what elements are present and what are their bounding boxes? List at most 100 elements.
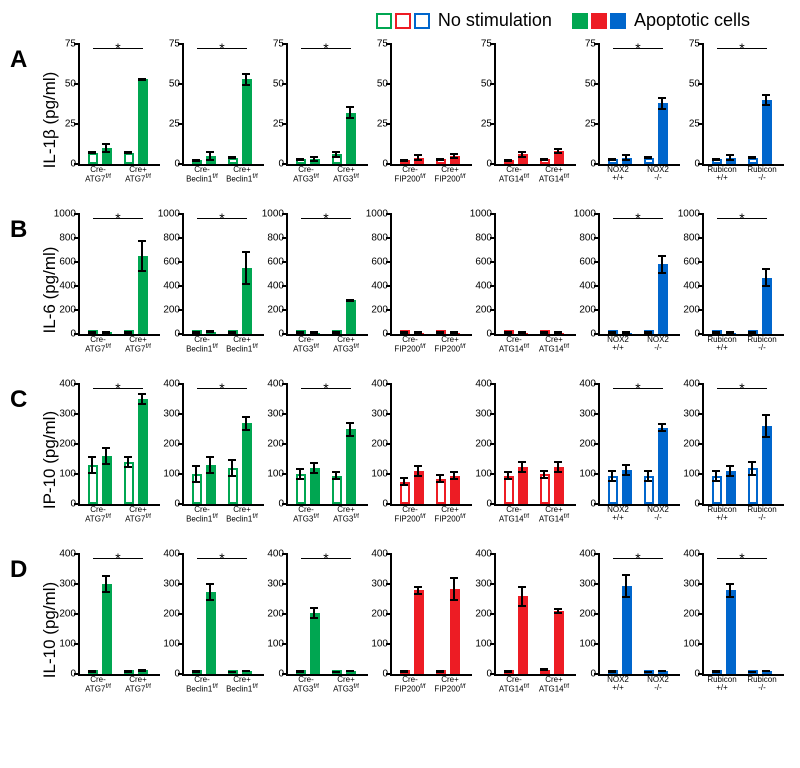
bar [242,79,252,164]
x-labels: Cre-ATG7f/fCre+ATG7f/f [78,506,158,524]
error-bar [453,577,455,601]
error-bar [105,143,107,153]
error-bar [313,156,315,162]
error-bar [765,94,767,107]
significance-star: * [197,380,247,396]
error-bar [557,461,559,473]
error-bar [751,333,753,334]
legend-box-blue-filled [610,13,626,29]
error-bar [729,154,731,160]
x-labels: NOX2+/+NOX2-/- [598,336,678,352]
error-bar [127,670,129,672]
error-bar [661,670,663,672]
significance-star: * [613,380,663,396]
error-bar [349,422,351,437]
x-labels: Cre-ATG7f/fCre+ATG7f/f [78,336,158,354]
error-bar [195,465,197,483]
error-bar [403,333,405,334]
error-bar [439,670,441,672]
bar [540,474,550,504]
x-labels: Rubicon+/+Rubicon-/- [702,506,782,522]
panel: 0100200300400*Cre-ATG3f/fCre+ATG3f/f [268,376,368,544]
bar [346,113,356,164]
x-labels: Cre-ATG14f/fCre+ATG14f/f [494,336,574,354]
error-bar [417,586,419,595]
x-labels: Cre-ATG3f/fCre+ATG3f/f [286,676,366,694]
x-labels: Cre-Beclin1f/fCre+Beclin1f/f [182,676,262,694]
error-bar [403,670,405,672]
error-bar [507,670,509,672]
error-bar [417,465,419,477]
error-bar [335,151,337,157]
error-bar [543,668,545,671]
error-bar [231,332,233,333]
panel: 0100200300400*Rubicon+/+Rubicon-/- [684,376,784,544]
bar [658,264,668,334]
error-bar [417,333,419,334]
error-bar [403,159,405,162]
error-bar [661,423,663,432]
panel: 0100200300400Cre-ATG14f/fCre+ATG14f/f [476,546,576,714]
error-bar [507,471,509,480]
error-bar [245,251,247,285]
bar [138,399,148,504]
error-bar [751,671,753,673]
error-bar [625,332,627,333]
error-bar [209,583,211,601]
legend-box-blue-open [414,13,430,29]
x-labels: Cre-ATG7f/fCre+ATG7f/f [78,166,158,184]
error-bar [403,477,405,486]
panel: 0100200300400*Rubicon+/+Rubicon-/- [684,546,784,714]
x-labels: Cre-ATG14f/fCre+ATG14f/f [494,676,574,694]
y-axis-label: IL-1β (pg/ml) [40,110,60,130]
error-bar [91,332,93,333]
error-bar [105,575,107,593]
error-bar [625,574,627,598]
legend-no-stim: No stimulation [376,10,552,31]
significance-star: * [613,550,663,566]
error-bar [299,468,301,480]
panel: 0100200300400*NOX2+/+NOX2-/- [580,376,680,544]
row-label-C: C [10,376,40,414]
error-bar [141,669,143,672]
error-bar [335,333,337,334]
error-bar [299,333,301,334]
error-bar [647,156,649,159]
legend-no-stim-label: No stimulation [438,10,552,31]
bar [138,256,148,334]
x-labels: Cre-ATG7f/fCre+ATG7f/f [78,676,158,694]
error-bar [765,268,767,287]
error-bar [209,456,211,474]
legend: No stimulation Apoptotic cells [10,10,790,31]
significance-star: * [301,40,351,56]
panel: 0255075Cre-ATG14f/fCre+ATG14f/f [476,36,576,204]
panel: 0255075*Cre-Beclin1f/fCre+Beclin1f/f [164,36,264,204]
x-labels: NOX2+/+NOX2-/- [598,676,678,692]
y-axis-label: IP-10 (pg/ml) [40,450,60,470]
legend-box-red-filled [591,13,607,29]
bar [206,465,216,504]
error-bar [765,414,767,438]
error-bar [557,332,559,333]
x-labels: Rubicon+/+Rubicon-/- [702,676,782,692]
panel: 0100200300400*Cre-ATG7f/fCre+ATG7f/f [60,546,160,714]
error-bar [349,670,351,672]
significance-star: * [197,550,247,566]
significance-star: * [197,40,247,56]
bar [124,462,134,504]
bar [124,153,134,164]
error-bar [543,333,545,334]
x-labels: Cre-ATG14f/fCre+ATG14f/f [494,166,574,184]
error-bar [335,471,337,480]
legend-apop: Apoptotic cells [572,10,750,31]
panel: 02004006008001000*Cre-ATG3f/fCre+ATG3f/f [268,206,368,374]
error-bar [127,332,129,333]
error-bar [647,333,649,334]
error-bar [195,332,197,333]
error-bar [91,151,93,154]
panel: 0255075*Cre-ATG7f/fCre+ATG7f/f [60,36,160,204]
error-bar [647,671,649,673]
x-labels: Cre-ATG14f/fCre+ATG14f/f [494,506,574,524]
bar [658,103,668,164]
error-bar [521,151,523,157]
